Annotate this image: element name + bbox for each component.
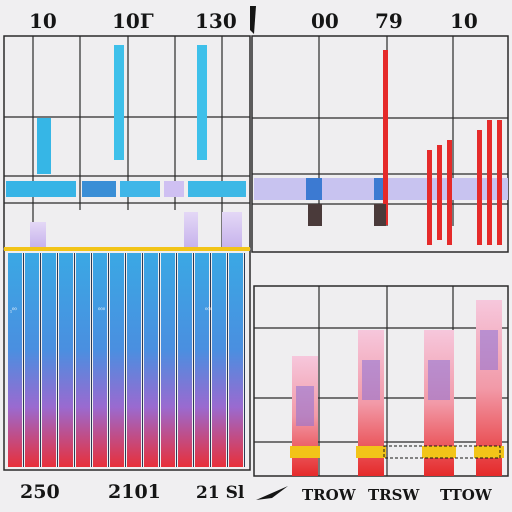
bar-top-right-3 xyxy=(437,145,442,240)
strip-segment xyxy=(120,181,160,197)
bar-segment xyxy=(362,360,380,400)
bar-segment xyxy=(480,330,498,370)
bar-bottom-left-11 xyxy=(178,253,192,467)
tick-label-top-3: 130 xyxy=(195,9,237,33)
bar-top-right-1 xyxy=(383,50,388,225)
strip-top-left xyxy=(6,181,246,197)
strip-segment xyxy=(188,181,246,197)
bar-top-left-3 xyxy=(197,45,207,160)
panel-top-left xyxy=(3,35,251,249)
tick-label-bottom-5: TRSW xyxy=(368,486,420,504)
dark-tick-marker xyxy=(308,204,322,226)
cap-bar xyxy=(184,212,198,248)
dark-tick-marker xyxy=(374,204,386,226)
bar-base xyxy=(422,446,456,458)
strip-segment xyxy=(306,178,322,200)
tick-label-top-2: 10Г xyxy=(112,9,154,33)
yellow-line xyxy=(4,247,250,251)
series-label-3: ⁰⁰⁰ xyxy=(205,307,213,314)
bar-bottom-left-12 xyxy=(195,253,209,467)
bar-bottom-left-4 xyxy=(59,253,73,467)
bar-base xyxy=(474,446,504,458)
top-tick-labels-right: 00 79 10 xyxy=(311,9,478,33)
series-label-2: ⁰⁰⁰ xyxy=(98,307,106,314)
bar-top-left-2 xyxy=(114,45,124,160)
bar-bottom-left-10 xyxy=(161,253,175,467)
cap-bar xyxy=(222,212,242,248)
tick-label-top-4: 00 xyxy=(311,9,339,33)
bars-top-right xyxy=(383,50,502,245)
tick-label-bottom-3: 21 Sl xyxy=(196,483,245,503)
bar-bottom-left-9 xyxy=(144,253,158,467)
bar-top-right-7 xyxy=(497,120,502,245)
bar-top-right-4 xyxy=(447,140,452,245)
bar-top-right-2 xyxy=(427,150,432,245)
bars-bottom-left xyxy=(8,253,245,467)
bar-segment xyxy=(296,386,314,426)
corner-marker xyxy=(250,6,256,34)
lavender-caps-top-left xyxy=(30,212,242,248)
bar-base xyxy=(290,446,320,458)
strip-segment xyxy=(6,181,76,197)
bar-bottom-left-3 xyxy=(42,253,56,467)
bar-base xyxy=(356,446,386,458)
tick-label-bottom-2: 2101 xyxy=(108,481,161,503)
tick-label-bottom-1: 250 xyxy=(20,481,60,503)
strip-segment xyxy=(164,181,184,197)
tick-label-bottom-6: TTOW xyxy=(440,486,493,504)
bar-bottom-left-2 xyxy=(25,253,39,467)
bottom-tick-labels-left: 250 2101 21 Sl xyxy=(20,481,245,503)
bars-bottom-right xyxy=(290,300,504,476)
bar-bottom-left-7 xyxy=(110,253,124,467)
tick-label-bottom-4: TROW xyxy=(302,486,357,504)
panel-top-right xyxy=(250,6,509,253)
series-label-1: ₁⁰⁰ xyxy=(10,307,17,314)
bar-bottom-left-1 xyxy=(8,253,22,467)
series-labels-bottom-left: ₁⁰⁰ ⁰⁰⁰ ⁰⁰⁰ xyxy=(10,307,213,314)
bar-bottom-left-5 xyxy=(76,253,90,467)
top-tick-labels-left: 10 10Г 130 xyxy=(29,9,237,33)
strip-segment xyxy=(82,181,116,197)
tick-label-top-1: 10 xyxy=(29,9,57,33)
bar-bottom-left-13 xyxy=(212,253,226,467)
hatched-ribbon xyxy=(383,445,501,459)
cap-bar xyxy=(30,222,46,248)
bar-bottom-left-6 xyxy=(93,253,107,467)
bar-top-right-6 xyxy=(487,120,492,245)
bar-bottom-left-14 xyxy=(229,253,243,467)
tick-label-top-5: 79 xyxy=(375,9,403,33)
gridlines-top-left xyxy=(4,36,250,248)
bar-top-left-1 xyxy=(37,118,51,174)
panel-bottom-left: ₁⁰⁰ ⁰⁰⁰ ⁰⁰⁰ xyxy=(3,247,251,471)
bottom-tick-labels-right: TROW TRSW TTOW xyxy=(302,486,493,504)
bar-bottom-left-8 xyxy=(127,253,141,467)
arrow-marker xyxy=(256,486,288,500)
tick-label-top-6: 10 xyxy=(450,9,478,33)
panel-bottom-right xyxy=(253,285,509,500)
bar-top-right-5 xyxy=(477,130,482,245)
bar-segment xyxy=(428,360,450,400)
